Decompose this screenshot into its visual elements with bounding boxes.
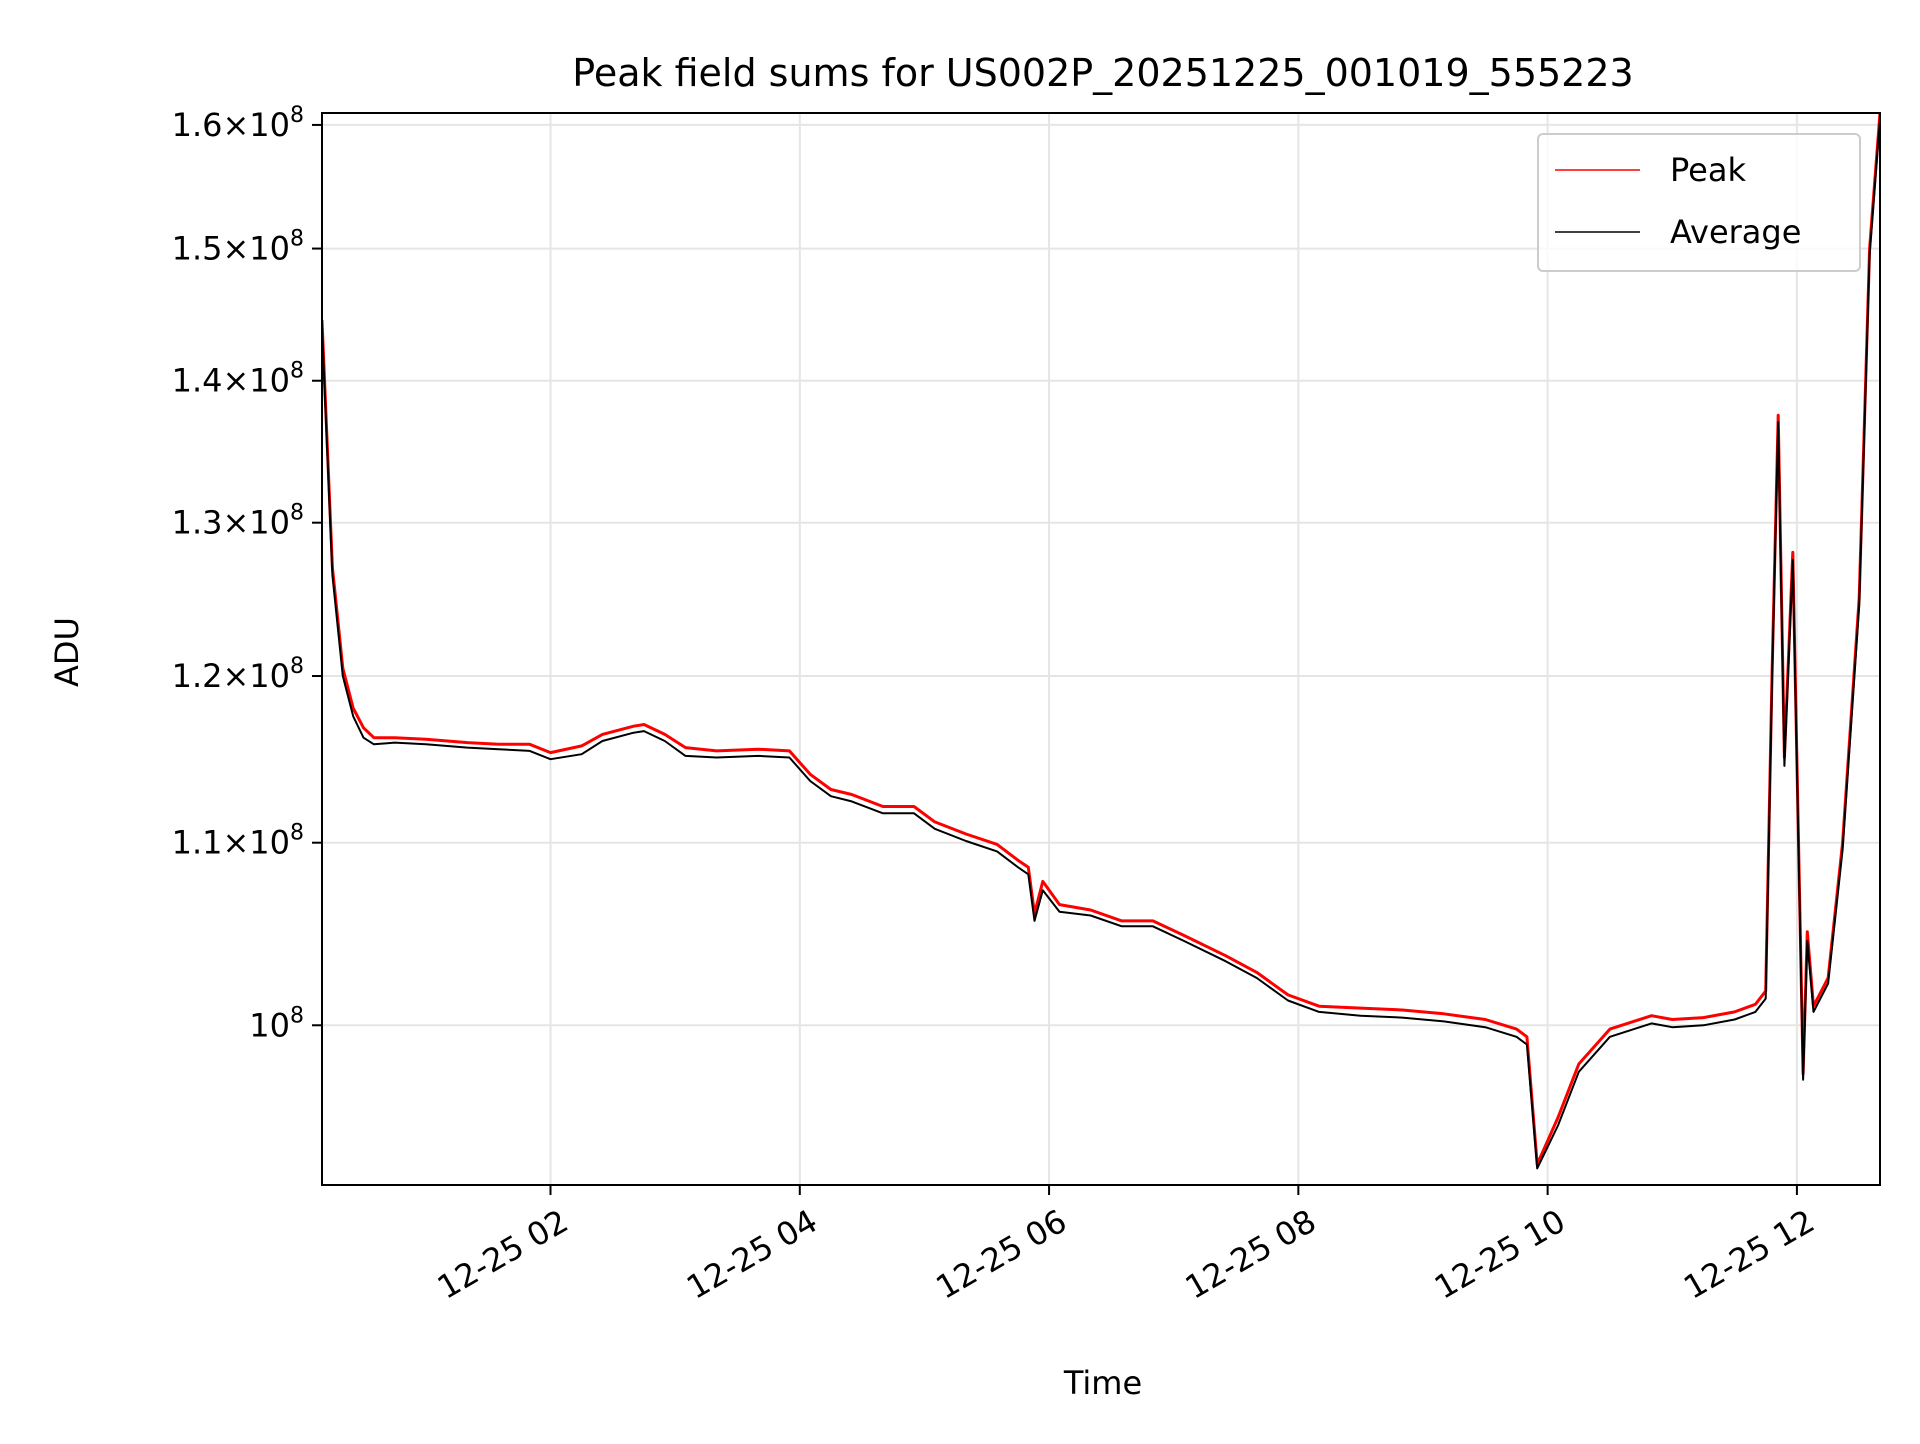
x-tick-label: 12-25 06 [929, 1202, 1073, 1307]
axis-ticks: 12-25 02 12-25 04 12-25 06 12-25 08 12-25 10… [172, 103, 1821, 1307]
legend-label-peak: Peak [1670, 151, 1746, 189]
axes-frame [321, 112, 1881, 1186]
series-line-average [322, 118, 1880, 1170]
y-tick-label: 1.3×108 [172, 501, 304, 542]
chart-title: Peak field sums for US002P_20251225_0010… [572, 51, 1633, 95]
x-tick-label: 12-25 04 [680, 1202, 824, 1307]
y-tick-label: 1.2×108 [172, 654, 304, 695]
plot-area [322, 113, 1880, 1170]
grid [322, 113, 1880, 1185]
y-tick-label: 1.1×108 [172, 821, 304, 862]
x-tick-label: 12-25 08 [1179, 1202, 1323, 1307]
x-tick-label: 12-25 12 [1677, 1202, 1821, 1307]
legend: Peak Average [1537, 133, 1861, 272]
x-tick-label: 12-25 10 [1428, 1202, 1572, 1307]
x-tick-label: 12-25 02 [431, 1202, 575, 1307]
y-tick-label: 1.5×108 [172, 227, 304, 268]
y-tick-label: 108 [249, 1003, 304, 1044]
y-tick-label: 1.4×108 [172, 359, 304, 400]
x-axis-label: Time [1063, 1364, 1142, 1402]
y-tick-label: 1.6×108 [172, 103, 304, 144]
legend-box [1537, 133, 1861, 272]
legend-label-average: Average [1670, 213, 1801, 251]
y-axis-label: ADU [48, 617, 86, 687]
